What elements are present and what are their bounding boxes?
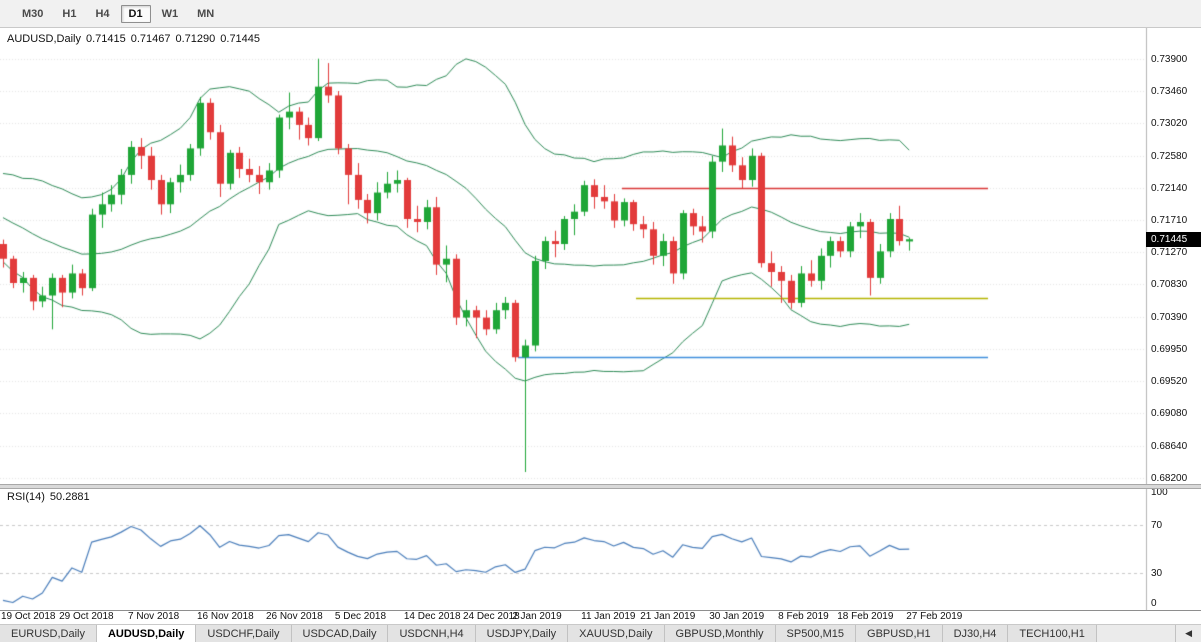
- chart-tab-gbpusd-monthly[interactable]: GBPUSD,Monthly: [664, 625, 776, 642]
- date-axis-label: 2 Jan 2019: [512, 611, 562, 622]
- chart-tab-usdcnh-h4[interactable]: USDCNH,H4: [388, 625, 476, 642]
- date-axis-label: 27 Feb 2019: [906, 611, 963, 622]
- price-scale-label: 0.68640: [1151, 440, 1188, 452]
- chart-tab-xauusd-daily[interactable]: XAUUSD,Daily: [568, 625, 665, 642]
- price-scale[interactable]: 0.71445 0.73900 0.73460 0.73020 0.72580 0.72…: [1146, 0, 1201, 624]
- timeframe-button-h4[interactable]: H4: [95, 7, 110, 20]
- price-scale-label: 0.73900: [1151, 53, 1188, 65]
- date-axis-label: 11 Jan 2019: [581, 611, 636, 622]
- date-axis-label: 18 Feb 2019: [837, 611, 894, 622]
- date-axis-label: 7 Nov 2018: [128, 611, 180, 622]
- rsi-scale-label: 100: [1151, 487, 1168, 498]
- price-scale-label: 0.73460: [1151, 86, 1188, 98]
- chart-canvas[interactable]: [0, 28, 1201, 610]
- chart-tab-dj30-h4[interactable]: DJ30,H4: [942, 625, 1009, 642]
- price-scale-label: 0.72140: [1151, 183, 1188, 195]
- price-scale-label: 0.72580: [1151, 150, 1188, 162]
- ohlc-close: 0.71445: [220, 33, 261, 45]
- date-axis[interactable]: 19 Oct 2018 29 Oct 2018 7 Nov 2018 16 Nov 2…: [0, 610, 1201, 624]
- price-scale-label: 0.70390: [1151, 311, 1188, 323]
- chart-tab-eurusd-daily[interactable]: EURUSD,Daily: [0, 625, 97, 642]
- date-axis-label: 26 Nov 2018: [265, 611, 323, 622]
- chart-tab-usdjpy-daily[interactable]: USDJPY,Daily: [475, 625, 569, 642]
- timeframe-button-mn[interactable]: MN: [197, 7, 215, 20]
- date-axis-label: 30 Jan 2019: [709, 611, 765, 622]
- chart-tab-usdcad-daily[interactable]: USDCAD,Daily: [291, 625, 389, 642]
- chart-tab-usdchf-daily[interactable]: USDCHF,Daily: [196, 625, 292, 642]
- rsi-scale-label: 0: [1151, 598, 1157, 609]
- rsi-name: RSI(14): [7, 491, 45, 503]
- chart-tab-sp500-m15[interactable]: SP500,M15: [775, 625, 857, 642]
- date-axis-label: 14 Dec 2018: [403, 611, 461, 622]
- rsi-value: 50.2881: [49, 491, 90, 503]
- rsi-scale-label: 30: [1151, 568, 1163, 579]
- timeframe-button-h1[interactable]: H1: [62, 7, 77, 20]
- current-price-badge: 0.71445: [1146, 232, 1201, 248]
- date-axis-label: 21 Jan 2019: [640, 611, 696, 622]
- price-scale-label: 0.68200: [1151, 472, 1188, 484]
- rsi-indicator-label: RSI(14) 50.2881: [7, 491, 90, 503]
- date-axis-label: 24 Dec 2018: [462, 611, 520, 622]
- price-scale-label: 0.71710: [1151, 214, 1188, 226]
- panel-divider[interactable]: [0, 484, 1201, 489]
- chart-tab-bar: EURUSD,Daily AUDUSD,Daily USDCHF,Daily USDC…: [0, 624, 1201, 642]
- price-scale-label: 0.70830: [1151, 279, 1188, 291]
- rsi-scale-label: 70: [1151, 520, 1163, 531]
- price-scale-label: 0.69520: [1151, 375, 1188, 387]
- price-scale-label: 0.69950: [1151, 344, 1188, 356]
- price-scale-label: 0.73020: [1151, 118, 1188, 130]
- date-axis-label: 19 Oct 2018: [1, 611, 56, 622]
- date-axis-label: 16 Nov 2018: [197, 611, 254, 622]
- ohlc-low: 0.71290: [175, 33, 216, 45]
- ohlc-open: 0.71415: [85, 33, 126, 45]
- timeframe-button-m30[interactable]: M30: [22, 7, 44, 20]
- timeframe-toolbar: M30 H1 H4 D1 W1 MN: [0, 0, 1201, 28]
- date-axis-label: 8 Feb 2019: [778, 611, 829, 622]
- price-scale-label: 0.71270: [1151, 247, 1188, 259]
- chart-tab-gbpusd-h1[interactable]: GBPUSD,H1: [856, 625, 943, 642]
- timeframe-button-w1[interactable]: W1: [161, 7, 179, 20]
- symbol-label: AUDUSD,Daily: [7, 33, 81, 45]
- price-scale-label: 0.69080: [1151, 408, 1188, 420]
- tab-scroll-left-button[interactable]: ◀: [1175, 625, 1201, 642]
- date-axis-label: 29 Oct 2018: [59, 611, 114, 622]
- chart-tab-audusd-daily[interactable]: AUDUSD,Daily: [96, 625, 197, 642]
- chart-tab-tech100-h1[interactable]: TECH100,H1: [1008, 625, 1097, 642]
- chart-ohlc-label: AUDUSD,Daily 0.71415 0.71467 0.71290 0.7…: [7, 33, 260, 45]
- date-axis-label: 5 Dec 2018: [334, 611, 387, 622]
- timeframe-button-d1[interactable]: D1: [120, 4, 151, 23]
- ohlc-high: 0.71467: [130, 33, 171, 45]
